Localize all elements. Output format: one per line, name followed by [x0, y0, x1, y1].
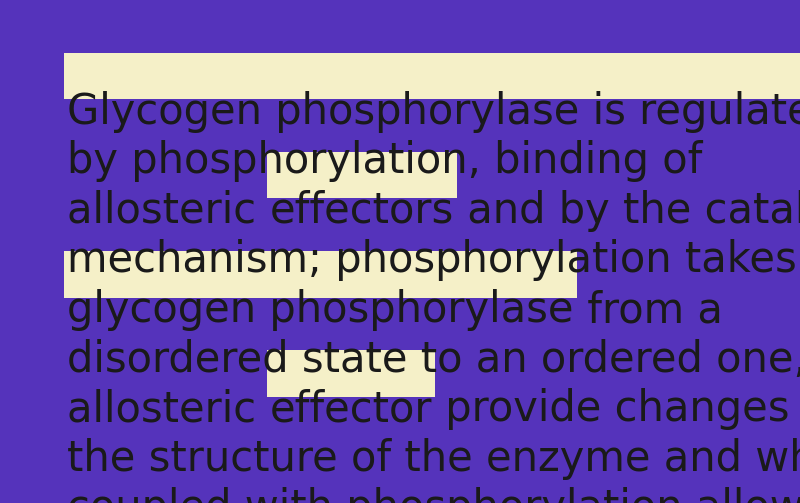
- Text: allosteric: allosteric: [67, 190, 270, 232]
- Bar: [65, 251, 577, 298]
- Text: from a: from a: [574, 289, 722, 331]
- Text: disordered state to an ordered one,: disordered state to an ordered one,: [67, 339, 800, 381]
- Text: provide changes in: provide changes in: [432, 388, 800, 430]
- Text: effector: effector: [270, 388, 432, 430]
- Text: coupled with phosphorylation allow: coupled with phosphorylation allow: [67, 487, 800, 503]
- Bar: [65, 53, 800, 99]
- Text: by phosphorylation, binding of: by phosphorylation, binding of: [67, 140, 702, 183]
- Text: Glycogen phosphorylase is regulated: Glycogen phosphorylase is regulated: [67, 91, 800, 133]
- Text: the structure of the enzyme and when: the structure of the enzyme and when: [67, 438, 800, 480]
- Bar: [267, 350, 435, 397]
- Text: mechanism; phosphorylation takes: mechanism; phosphorylation takes: [67, 239, 797, 282]
- Text: and by the catalytic: and by the catalytic: [454, 190, 800, 232]
- Text: glycogen phosphorylase: glycogen phosphorylase: [67, 289, 574, 331]
- Bar: [267, 152, 457, 199]
- Text: allosteric: allosteric: [67, 388, 270, 430]
- Text: effectors: effectors: [270, 190, 454, 232]
